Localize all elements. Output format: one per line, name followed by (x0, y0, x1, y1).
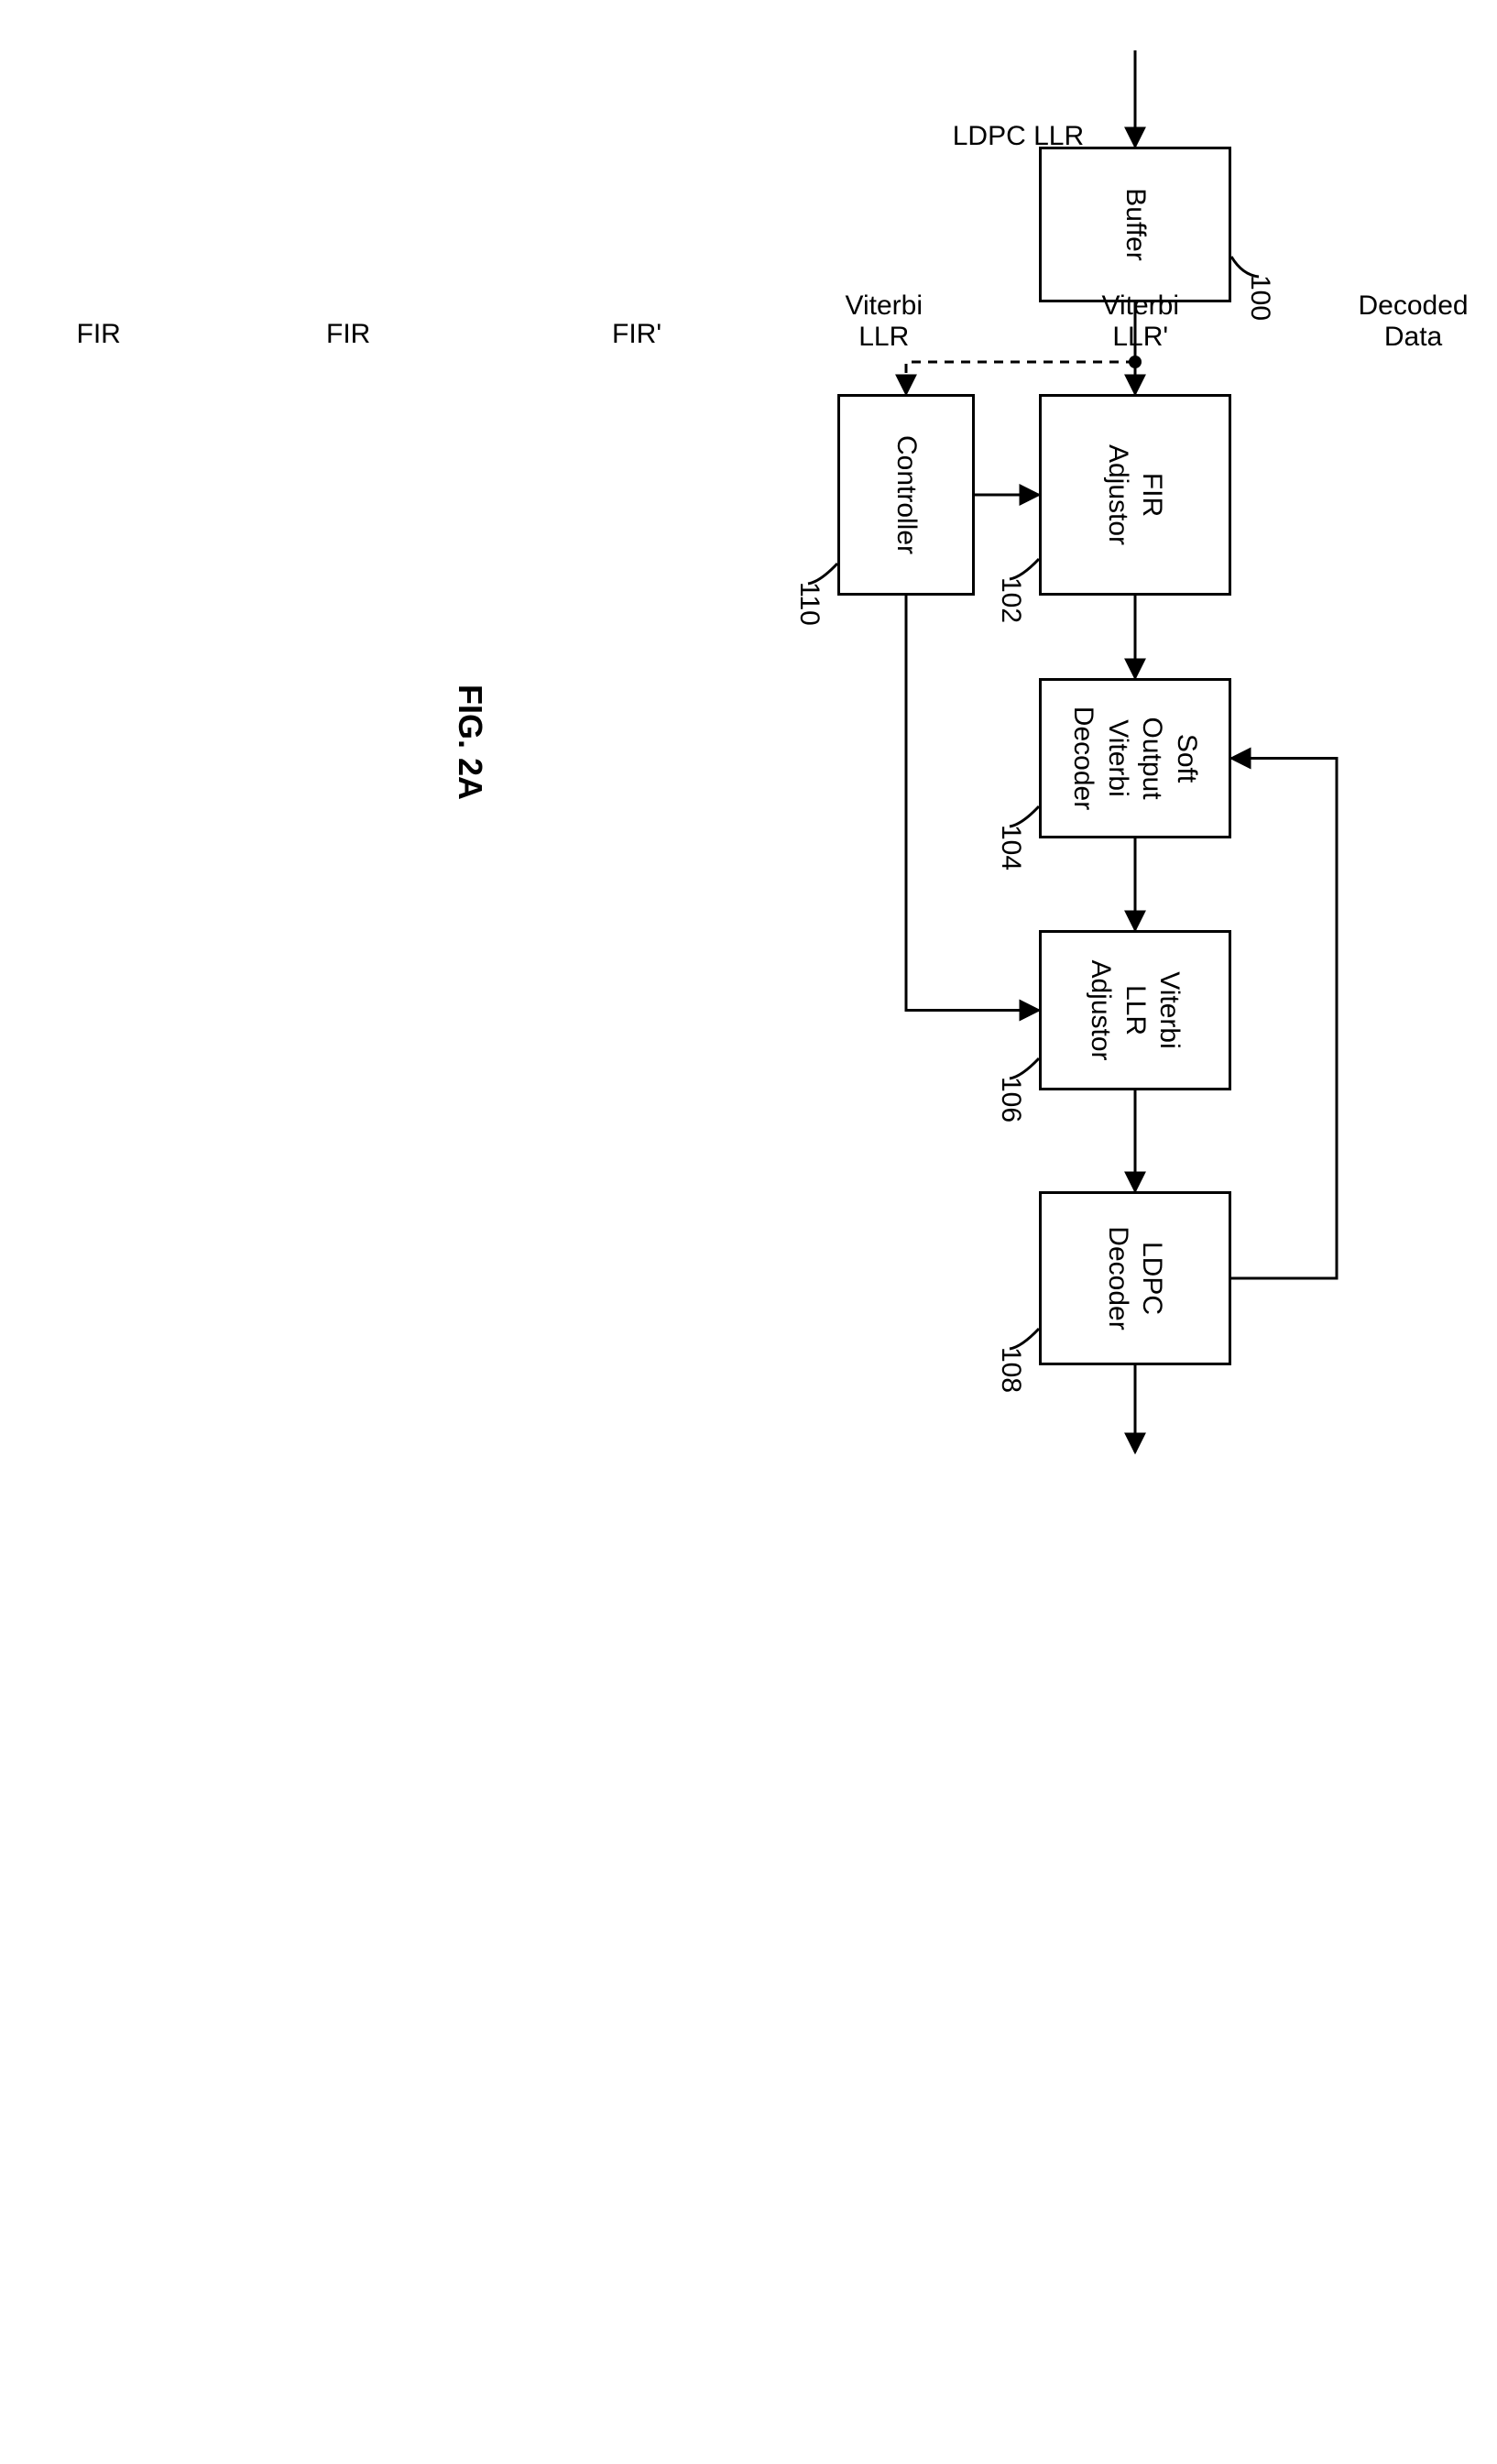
page: Buffer FIRAdjustor SoftOutputViterbiDeco… (0, 0, 1497, 2464)
signal-vitadj-to-ldpc: ViterbiLLR' (1102, 290, 1180, 354)
ref-buffer: 100 (1244, 275, 1275, 321)
ref-ldpc: 108 (995, 1347, 1026, 1393)
fir-adjustor-block: FIRAdjustor (1039, 394, 1231, 596)
wiring-overlay (0, 0, 1497, 1497)
output-label: DecodedData (1359, 290, 1469, 354)
buffer-block: Buffer (1039, 147, 1231, 302)
vitadj-label: ViterbiLLRAdjustor (1084, 959, 1187, 1060)
figure-caption: FIG. 2A (451, 684, 489, 800)
diagram-canvas: Buffer FIRAdjustor SoftOutputViterbiDeco… (0, 0, 1497, 1497)
input-label: FIR (77, 319, 121, 351)
buffer-label: Buffer (1118, 188, 1153, 261)
fir-adj-label: FIRAdjustor (1101, 444, 1170, 545)
ldpc-label: LDPCDecoder (1101, 1226, 1170, 1330)
signal-buffer-to-firadj: FIR (326, 319, 370, 351)
ref-fir-adj: 102 (995, 577, 1026, 623)
soft-output-viterbi-block: SoftOutputViterbiDecoder (1039, 678, 1231, 838)
ldpc-decoder-block: LDPCDecoder (1039, 1191, 1231, 1365)
sova-label: SoftOutputViterbiDecoder (1066, 706, 1204, 810)
feedback-label: LDPC LLR (953, 121, 1084, 153)
signal-firadj-to-sova: FIR' (612, 319, 661, 351)
signal-sova-to-vitadj: ViterbiLLR (846, 290, 923, 354)
ref-vitadj: 106 (995, 1077, 1026, 1122)
ref-sova: 104 (995, 825, 1026, 871)
ctrl-label: Controller (889, 435, 923, 554)
controller-block: Controller (837, 394, 975, 596)
viterbi-llr-adjustor-block: ViterbiLLRAdjustor (1039, 930, 1231, 1090)
ref-ctrl: 110 (793, 582, 825, 626)
